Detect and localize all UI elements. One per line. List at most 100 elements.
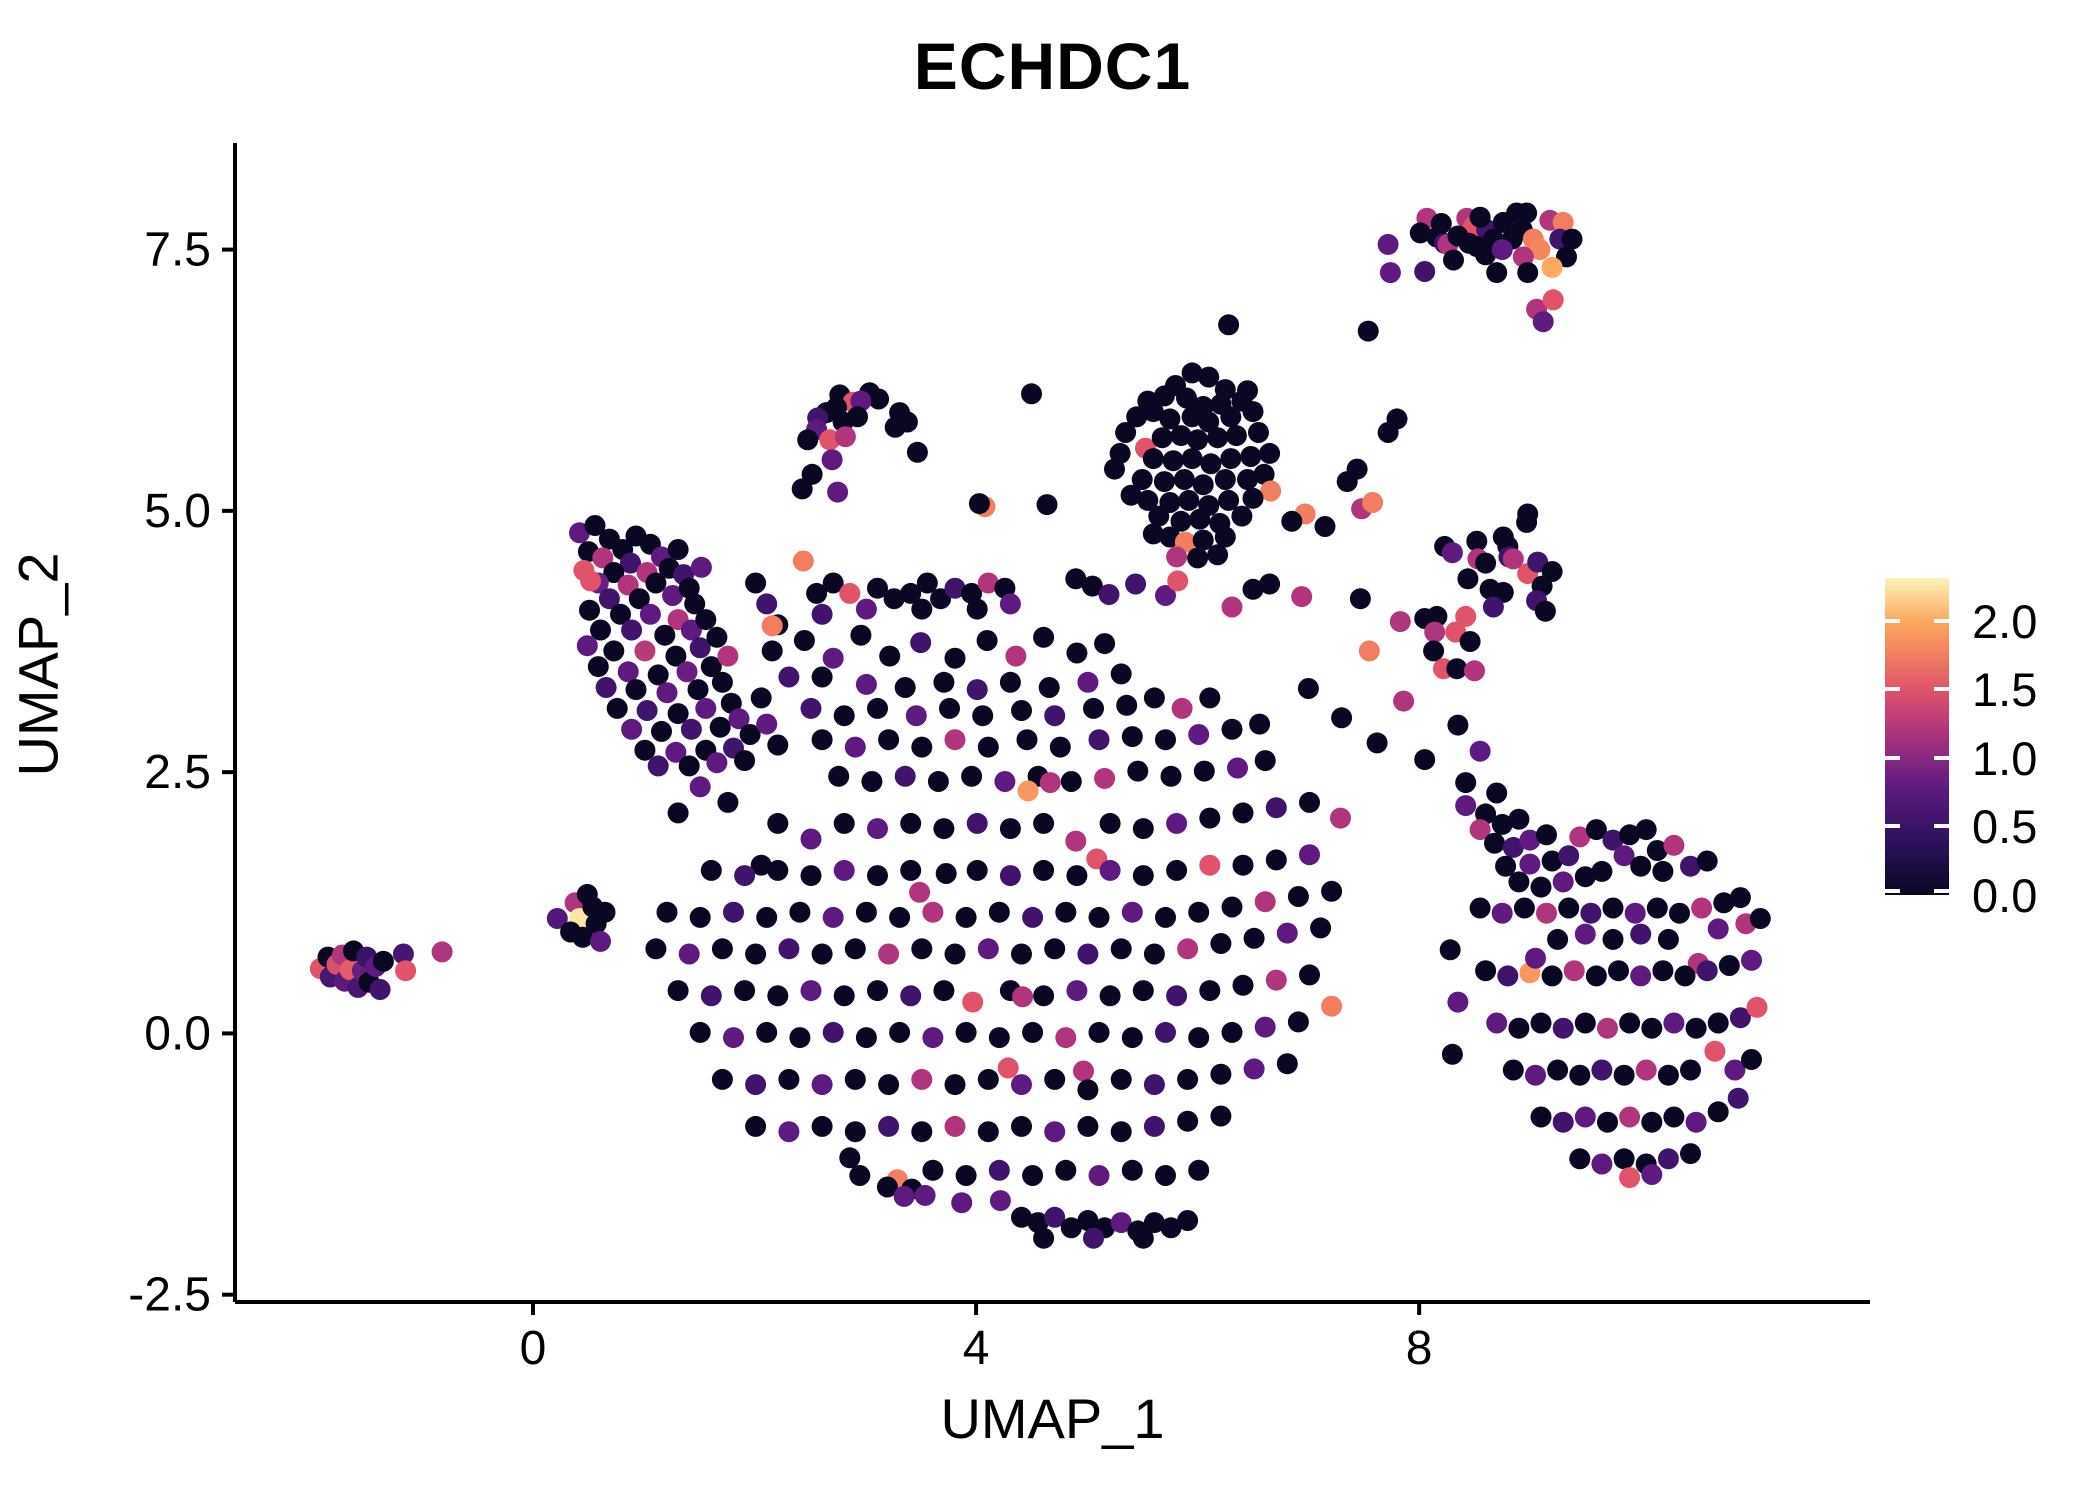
data-point	[1741, 1049, 1762, 1070]
data-point	[1569, 1064, 1591, 1086]
data-point	[1685, 1017, 1707, 1039]
data-point	[944, 647, 966, 669]
data-point	[587, 656, 609, 678]
data-point	[634, 739, 656, 761]
data-point	[1635, 819, 1657, 841]
data-point	[1142, 401, 1164, 423]
data-point	[1508, 1017, 1530, 1039]
data-point	[690, 556, 712, 578]
axes: 7.5 5.0 2.5 0.0 -2.5 0 4 8	[128, 143, 1870, 1375]
data-point	[1237, 469, 1258, 490]
data-point	[1259, 442, 1281, 464]
data-point	[999, 671, 1021, 693]
data-point	[590, 619, 611, 641]
data-point	[797, 429, 819, 451]
data-point	[1443, 249, 1464, 271]
data-point	[756, 1021, 778, 1043]
data-point	[1541, 965, 1563, 987]
data-point	[590, 930, 611, 952]
data-point	[1055, 1027, 1077, 1049]
data-point	[1033, 1227, 1055, 1249]
colorbar-tick	[1934, 889, 1949, 893]
data-point	[1012, 986, 1034, 1008]
data-point	[1011, 700, 1032, 721]
data-point	[1155, 729, 1176, 751]
data-point	[1110, 1212, 1132, 1234]
data-point	[734, 865, 756, 887]
data-point	[914, 1184, 936, 1206]
data-point	[1242, 401, 1264, 423]
data-point	[1439, 939, 1461, 961]
data-point	[745, 1074, 767, 1096]
data-point	[1265, 969, 1287, 991]
data-point	[867, 980, 888, 1002]
data-point	[1591, 860, 1613, 882]
data-point	[1167, 570, 1189, 592]
data-point	[1099, 859, 1121, 881]
data-point	[656, 682, 678, 704]
data-point	[1379, 262, 1401, 284]
data-point	[1469, 819, 1491, 841]
data-point	[1210, 933, 1232, 954]
data-point	[1519, 853, 1541, 875]
data-point	[1517, 503, 1539, 525]
data-point	[625, 679, 647, 701]
data-point	[1160, 765, 1182, 787]
data-point	[1299, 964, 1320, 986]
data-point	[833, 812, 855, 834]
data-point	[372, 950, 394, 972]
data-point	[1291, 586, 1313, 608]
data-point	[667, 539, 689, 560]
data-point	[1033, 626, 1055, 648]
data-point	[603, 562, 625, 583]
data-point	[1532, 311, 1554, 333]
data-point	[1663, 834, 1685, 856]
data-point	[1242, 487, 1264, 509]
data-point	[628, 588, 650, 610]
data-point	[1547, 928, 1569, 950]
data-point	[844, 1068, 866, 1090]
data-point	[756, 713, 778, 735]
data-point	[1232, 974, 1254, 996]
data-point	[966, 859, 988, 881]
colorbar-tick-label: 0.5	[1972, 800, 2038, 854]
data-point	[1189, 508, 1211, 530]
data-point	[878, 943, 900, 965]
data-point	[1558, 897, 1580, 919]
data-point	[1021, 383, 1042, 405]
data-point	[778, 1068, 800, 1090]
data-point	[1729, 887, 1751, 909]
data-point	[939, 697, 960, 719]
data-point	[1727, 1087, 1749, 1109]
data-point	[1558, 845, 1580, 867]
data-point	[1065, 568, 1087, 590]
data-point	[793, 630, 815, 651]
data-point	[1458, 232, 1480, 254]
data-point	[962, 991, 984, 1013]
data-point	[1657, 928, 1679, 950]
data-point	[1389, 611, 1411, 633]
data-point	[792, 550, 814, 572]
data-point	[849, 1165, 871, 1186]
data-point	[1242, 578, 1264, 600]
data-point	[1077, 1210, 1099, 1231]
data-point	[1534, 600, 1556, 622]
data-point	[1081, 575, 1103, 597]
data-point	[1469, 206, 1491, 228]
data-point	[1276, 922, 1298, 944]
data-point	[1685, 1111, 1707, 1133]
data-point	[678, 755, 700, 777]
data-point	[900, 985, 922, 1007]
data-point	[1447, 714, 1469, 736]
data-point	[1049, 736, 1071, 758]
data-point	[1033, 985, 1055, 1007]
data-point	[1214, 469, 1236, 490]
data-point	[1591, 1153, 1613, 1175]
data-point	[1469, 897, 1491, 919]
data-point	[878, 1115, 900, 1137]
data-point	[750, 687, 772, 709]
data-point	[1199, 807, 1221, 829]
data-point	[1132, 1227, 1154, 1249]
data-point	[1491, 813, 1513, 835]
data-point	[647, 664, 669, 686]
